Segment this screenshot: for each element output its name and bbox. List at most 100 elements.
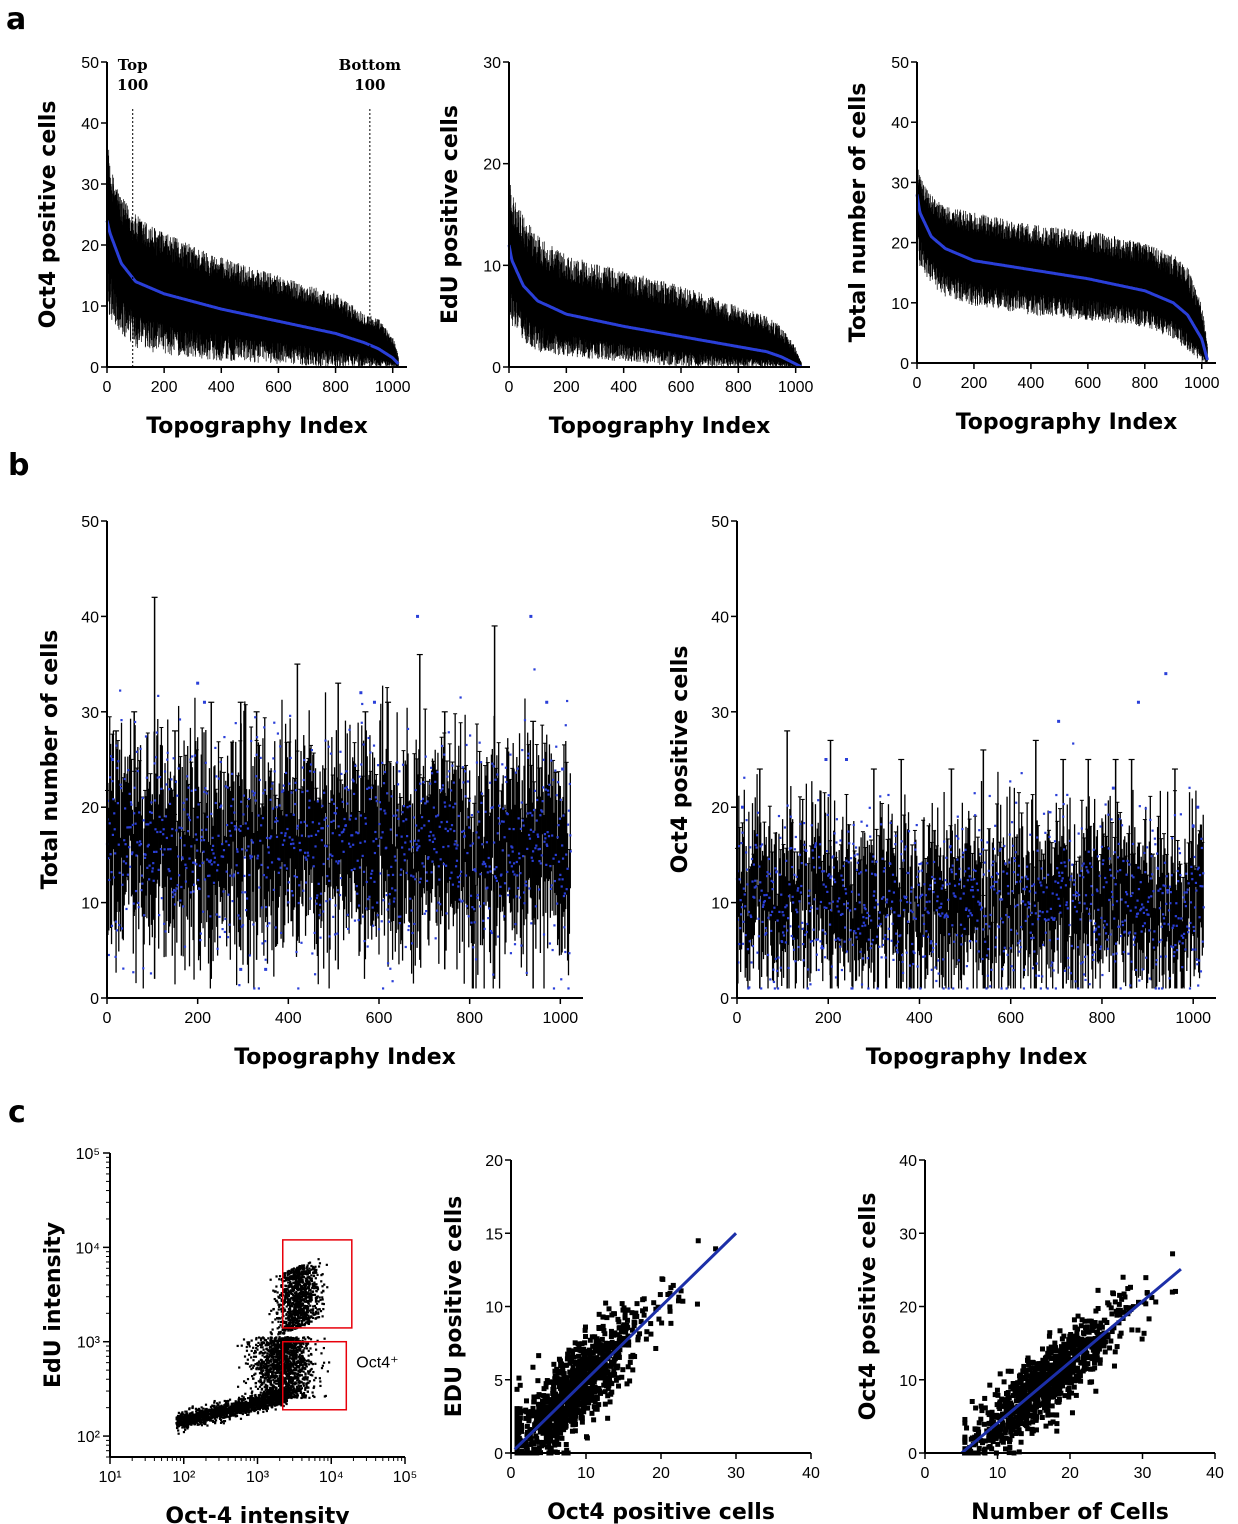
data-point	[303, 820, 306, 823]
data-point	[318, 903, 322, 906]
y-axis-title: EdU positive cells	[438, 105, 463, 324]
data-point	[160, 897, 163, 900]
data-point	[407, 928, 410, 932]
data-point	[195, 838, 198, 841]
data-point	[559, 873, 562, 876]
data-point	[503, 882, 507, 885]
data-point	[307, 835, 310, 838]
data-point	[442, 845, 445, 849]
data-point	[227, 893, 230, 896]
data-point	[549, 864, 552, 868]
data-point	[538, 859, 541, 863]
data-point	[386, 962, 390, 965]
data-point	[353, 919, 357, 922]
data-point	[121, 873, 124, 876]
data-point	[517, 886, 520, 890]
x-tick-label: 600	[668, 379, 695, 396]
data-point	[443, 753, 446, 756]
data-point	[475, 761, 479, 764]
data-point	[551, 834, 554, 837]
data-point	[406, 727, 410, 731]
data-point	[544, 788, 547, 791]
data-point	[240, 925, 243, 928]
data-point	[425, 910, 428, 913]
data-point	[424, 755, 427, 758]
data-point	[158, 775, 162, 779]
data-point	[316, 894, 319, 897]
data-point	[181, 856, 184, 859]
data-point	[325, 900, 328, 903]
data-point	[408, 848, 411, 851]
data-point	[274, 820, 277, 823]
data-point	[264, 940, 267, 943]
data-point	[417, 829, 420, 832]
data-point	[218, 915, 221, 918]
data-point	[521, 748, 524, 752]
data-point	[478, 820, 481, 823]
data-point	[409, 840, 412, 843]
data-point	[505, 780, 508, 784]
data-point	[274, 817, 278, 820]
data-point	[473, 921, 476, 924]
data-point	[347, 788, 350, 792]
data-point	[534, 905, 537, 908]
data-point	[329, 853, 332, 856]
x-tick-label: 0	[505, 379, 514, 396]
data-point	[477, 810, 480, 813]
data-point	[527, 833, 531, 837]
data-point	[208, 874, 211, 877]
data-point	[255, 775, 258, 778]
data-point	[210, 812, 213, 815]
data-point	[535, 844, 538, 847]
y-tick-label: 30	[81, 705, 99, 722]
data-point	[340, 831, 343, 834]
data-point	[193, 754, 197, 757]
data-point	[498, 894, 502, 897]
data-point	[513, 873, 516, 876]
data-point	[563, 892, 566, 895]
data-point	[454, 840, 457, 843]
data-point	[479, 873, 482, 876]
data-point	[250, 839, 253, 842]
data-point	[484, 810, 487, 813]
data-point	[376, 901, 379, 904]
x-tick-label: 0	[913, 375, 922, 392]
data-point	[148, 810, 152, 814]
data-point	[374, 830, 377, 834]
data-point	[173, 903, 177, 906]
data-point	[436, 814, 440, 817]
data-point	[530, 856, 533, 859]
data-point	[474, 870, 477, 873]
data-point	[278, 858, 281, 861]
data-point	[420, 800, 423, 803]
data-point	[469, 844, 472, 847]
data-point	[535, 819, 538, 822]
data-point	[166, 758, 169, 761]
data-point	[544, 837, 547, 840]
data-point	[190, 845, 193, 848]
data-point	[392, 814, 395, 817]
data-point	[124, 843, 127, 846]
data-point	[312, 856, 315, 859]
y-axis-title: Oct4 positive cells	[36, 101, 61, 329]
data-point	[174, 780, 178, 783]
data-point	[291, 838, 294, 841]
data-point	[323, 844, 327, 847]
data-point	[270, 787, 273, 790]
data-point	[159, 830, 162, 833]
data-point	[549, 887, 552, 890]
data-point	[154, 828, 157, 831]
data-point	[390, 795, 393, 798]
data-point	[230, 821, 233, 825]
data-point	[157, 868, 160, 871]
data-point	[234, 828, 237, 831]
data-point	[497, 935, 500, 938]
error-bars	[106, 135, 399, 367]
data-point	[258, 778, 261, 782]
data-point	[436, 770, 439, 774]
data-point	[405, 871, 408, 875]
data-point	[158, 815, 161, 818]
data-point	[527, 752, 530, 755]
data-point	[154, 756, 158, 759]
data-point	[197, 878, 200, 882]
